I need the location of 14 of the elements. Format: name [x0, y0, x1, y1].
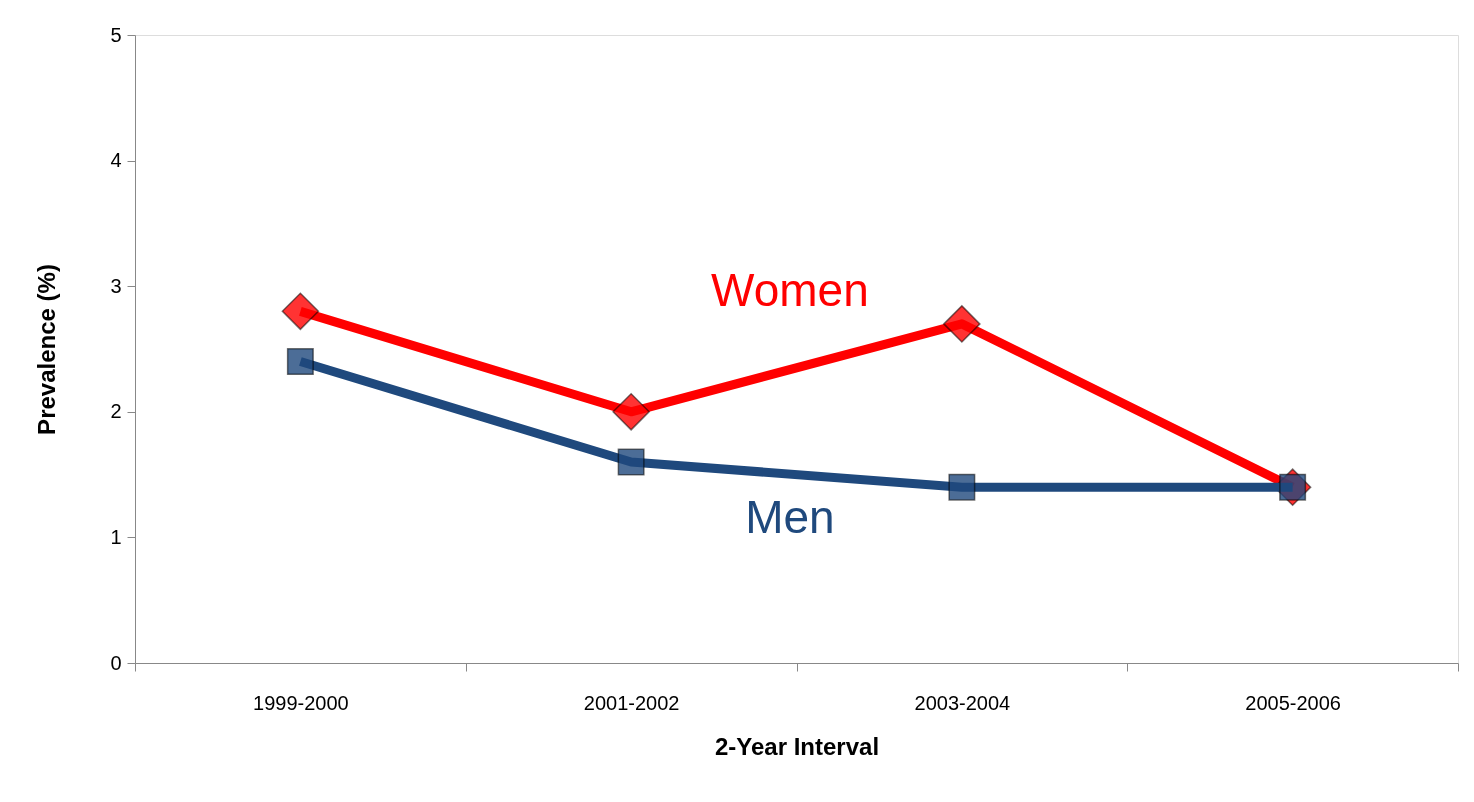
y-tick-label: 1 [110, 525, 122, 548]
y-tick-label: 4 [110, 149, 122, 172]
x-tick-label: 1999-2000 [253, 691, 349, 714]
x-axis-title: 2-Year Interval [714, 732, 880, 760]
y-tick-label: 2 [110, 400, 122, 423]
x-tick-label: 2003-2004 [914, 691, 1011, 714]
x-tick-label: 2001-2002 [583, 691, 680, 714]
y-tick-label: 5 [110, 23, 122, 46]
series-label: Women [711, 264, 869, 317]
y-axis-title: Prevalence (%) [33, 264, 61, 435]
y-tick-label: 3 [110, 274, 122, 297]
series-label: Men [745, 490, 835, 543]
y-tick-label: 0 [110, 651, 122, 674]
x-tick-label: 2005-2006 [1245, 691, 1341, 714]
